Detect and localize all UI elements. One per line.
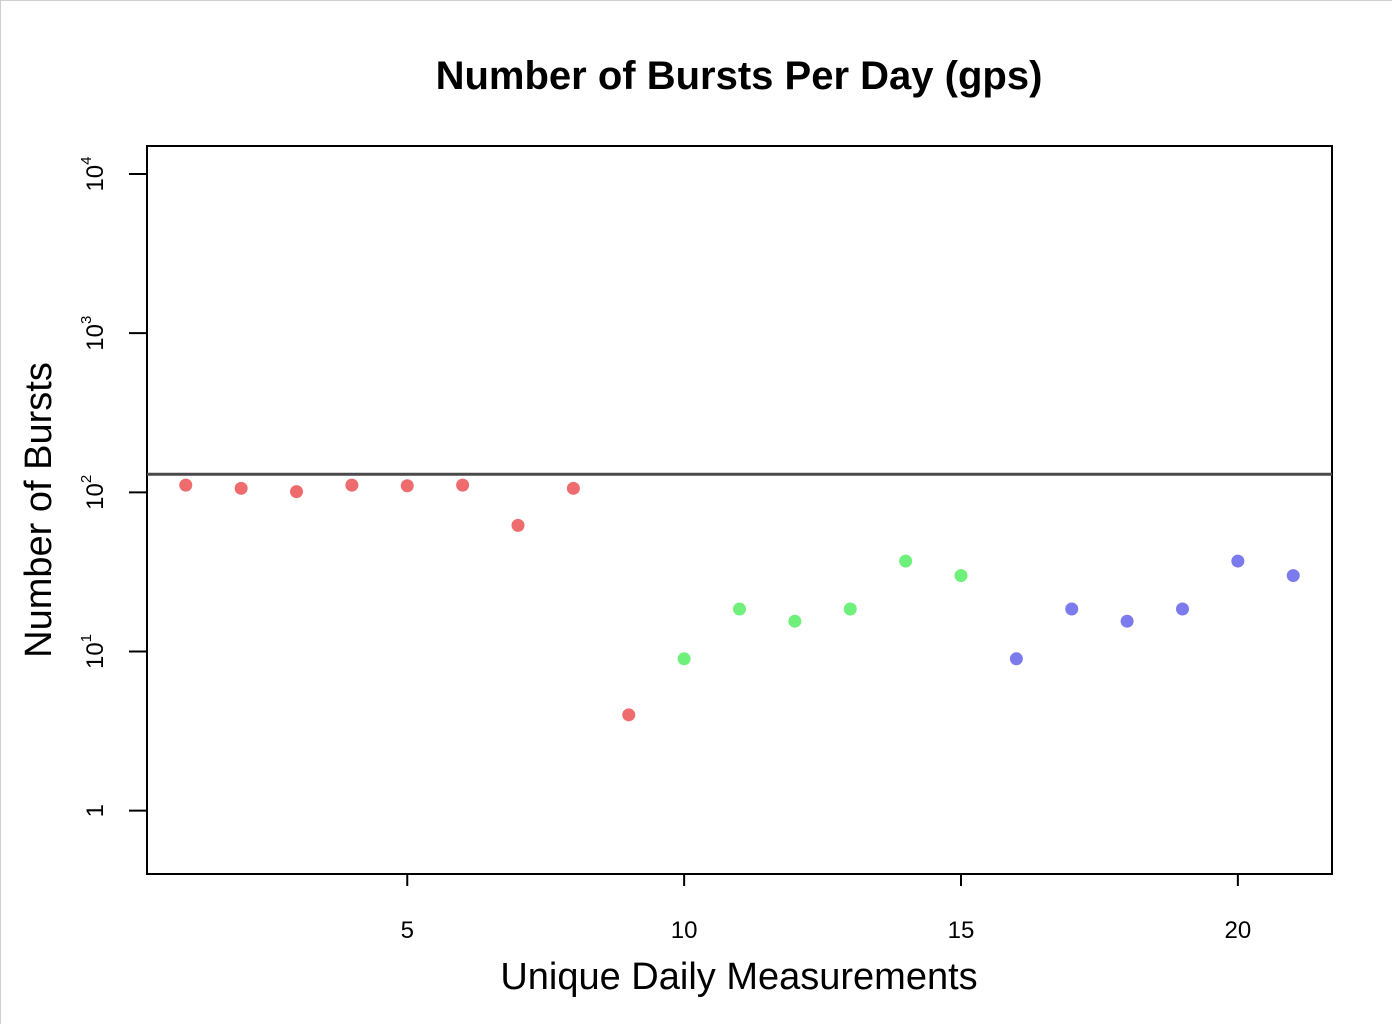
data-point [345,478,359,492]
data-point [234,481,248,495]
data-point [179,478,193,492]
y-tick-label: 101 [78,634,109,669]
data-point [1009,652,1023,666]
data-point [954,569,968,583]
data-point [733,602,746,616]
data-point [622,708,636,722]
data-point [1175,602,1189,616]
x-tick-label: 10 [671,917,698,944]
y-tick-label: 103 [78,316,109,351]
x-tick-label: 20 [1225,917,1252,944]
data-point [456,478,470,492]
y-tick-label: 104 [78,157,109,192]
data-point [1120,614,1134,628]
data-point [788,614,802,628]
x-axis-label: Unique Daily Measurements [500,956,977,998]
data-point [566,481,580,495]
data-point [511,518,525,532]
data-points [179,478,1300,722]
chart-title: Number of Bursts Per Day (gps) [436,54,1043,98]
data-point [677,652,691,666]
data-point [899,554,913,568]
y-tick-label: 1 [82,804,109,817]
x-tick-label: 15 [948,917,975,944]
plot-area [146,145,1333,875]
x-axis: 5 10 15 20 [401,873,1252,944]
y-tick-label: 102 [78,475,109,510]
y-axis-label: Number of Bursts [18,362,60,658]
data-point [1231,554,1245,568]
data-point [400,479,414,493]
data-point [290,485,304,499]
y-axis: 1 101 102 103 104 [78,157,148,817]
data-point [843,602,857,616]
x-tick-label: 5 [401,917,414,944]
data-point [1286,569,1300,583]
data-point [1065,602,1079,616]
